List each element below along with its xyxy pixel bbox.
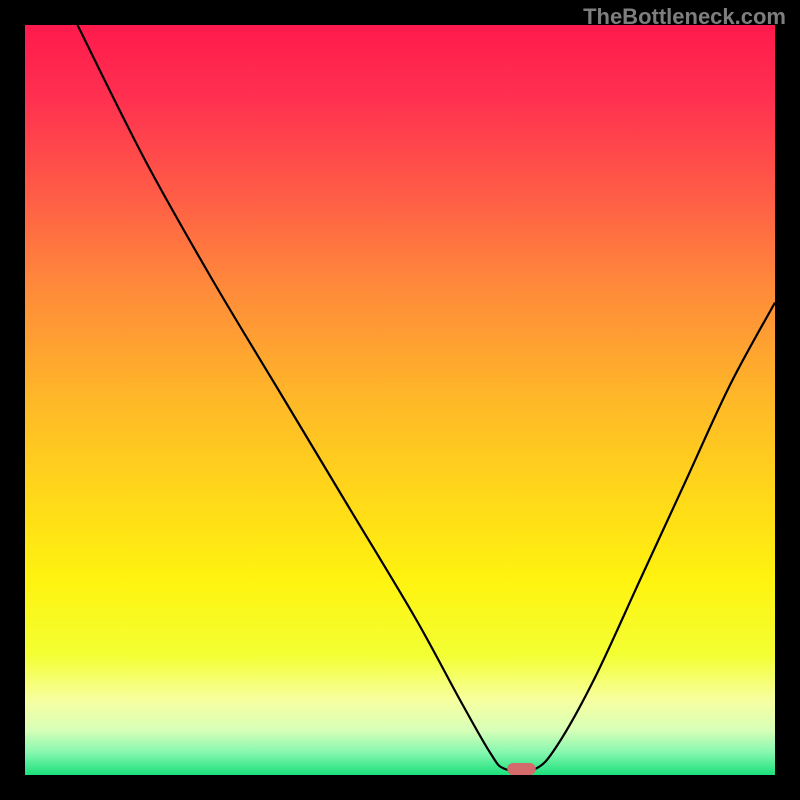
gradient-line-chart bbox=[25, 25, 775, 775]
optimal-marker bbox=[507, 763, 536, 775]
chart-frame: TheBottleneck.com bbox=[0, 0, 800, 800]
plot-area bbox=[25, 25, 775, 775]
gradient-background bbox=[25, 25, 775, 775]
